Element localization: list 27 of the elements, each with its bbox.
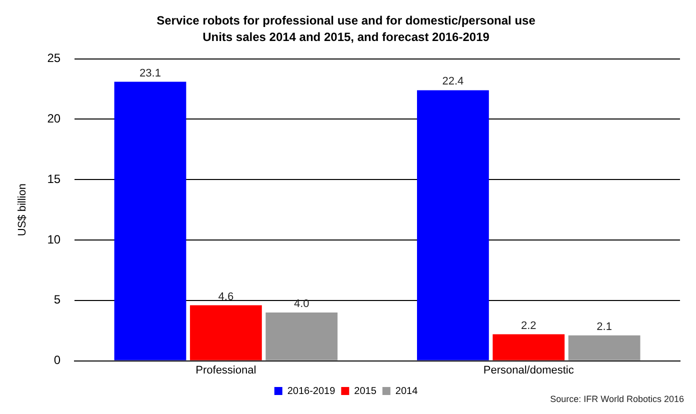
chart-title: Service robots for professional use and for domestic/personal use — [156, 14, 536, 28]
legend-label: 2015 — [354, 386, 377, 397]
legend-label: 2016-2019 — [287, 386, 336, 397]
data-label: 23.1 — [140, 67, 161, 80]
y-tick-label: 0 — [54, 353, 61, 368]
bar — [114, 82, 186, 360]
bar — [266, 312, 338, 360]
y-tick-label: 20 — [47, 112, 61, 126]
chart-subtitle: Units sales 2014 and 2015, and forecast 2016-2019 — [202, 30, 490, 44]
y-tick-label: 5 — [54, 292, 61, 307]
y-tick-label: 15 — [47, 172, 61, 186]
legend-label: 2014 — [395, 386, 418, 397]
data-label: 4.0 — [294, 298, 310, 310]
x-tick-label: Personal/domestic — [483, 364, 574, 376]
data-label: 2.1 — [596, 320, 612, 333]
y-tick-label: 10 — [47, 232, 61, 246]
bar — [568, 335, 640, 360]
data-label: 22.4 — [442, 76, 464, 88]
source-note: Source: IFR World Robotics 2016 — [550, 394, 684, 404]
data-label: 2.2 — [520, 320, 536, 332]
x-tick-label: Professional — [196, 364, 256, 376]
data-label: 4.6 — [218, 290, 234, 303]
y-axis-title: US$ billion — [16, 184, 29, 236]
bar — [190, 305, 262, 360]
bar — [417, 90, 489, 360]
bar — [492, 334, 565, 360]
y-tick-label: 25 — [47, 51, 61, 66]
